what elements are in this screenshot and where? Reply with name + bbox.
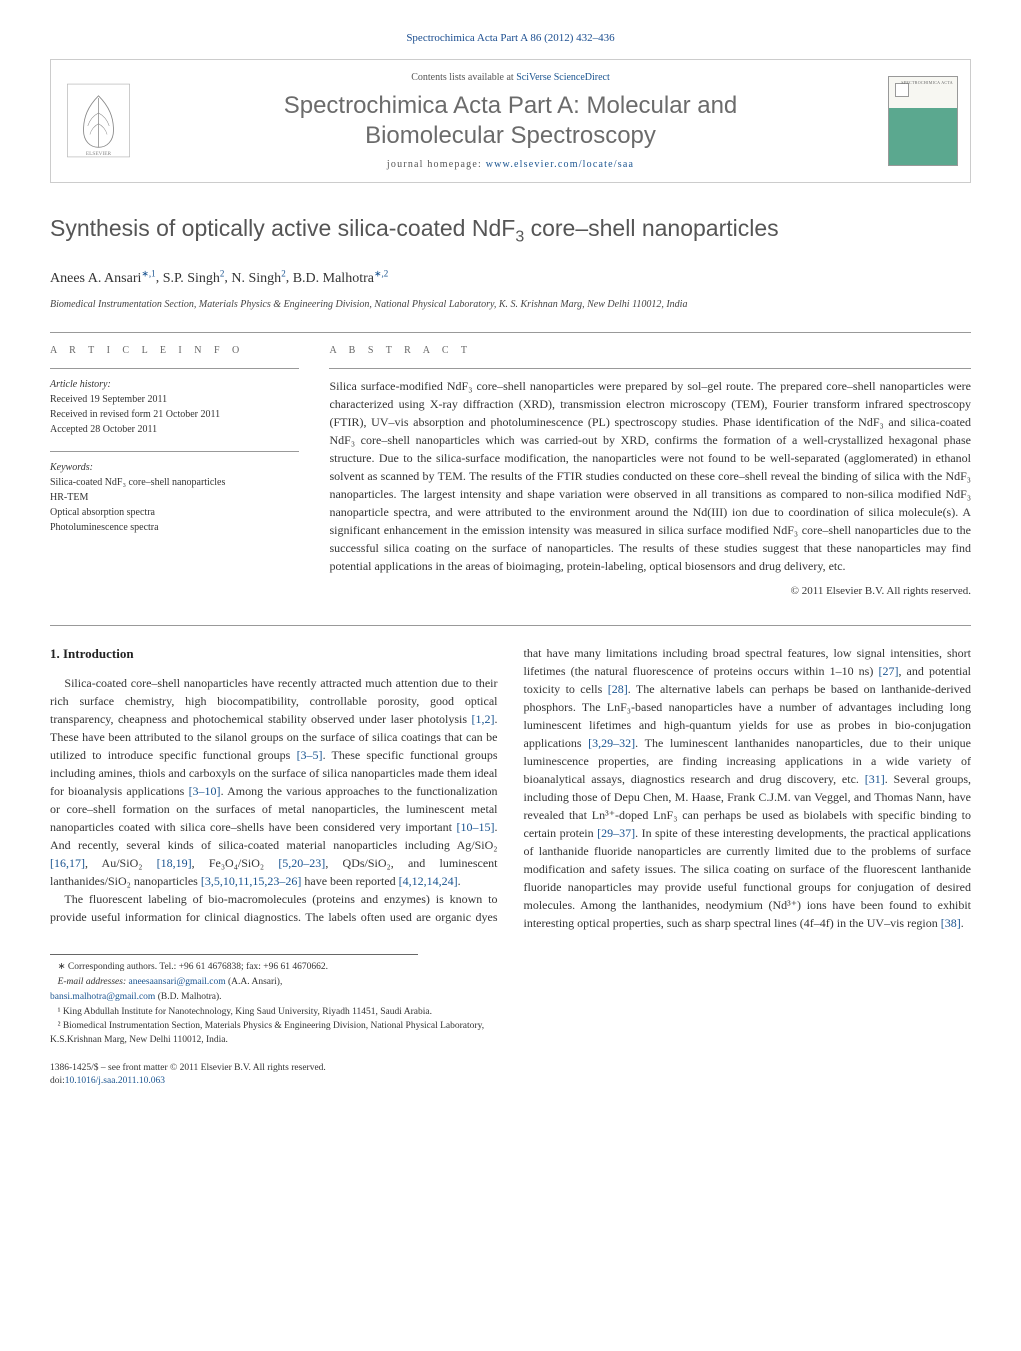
article-title: Synthesis of optically active silica-coa… [50, 211, 971, 250]
svg-text:ELSEVIER: ELSEVIER [85, 151, 111, 157]
abstract-copyright: © 2011 Elsevier B.V. All rights reserved… [329, 583, 971, 600]
running-head-citation: Spectrochimica Acta Part A 86 (2012) 432… [50, 30, 971, 47]
article-body: 1. Introduction Silica-coated core–shell… [50, 644, 971, 932]
corresponding-author-note: ∗ Corresponding authors. Tel.: +96 61 46… [50, 961, 492, 975]
citation-link[interactable]: [4,12,14,24] [399, 874, 458, 888]
affiliation: Biomedical Instrumentation Section, Mate… [50, 297, 971, 312]
rule-below-abstract [50, 625, 971, 626]
citation-link[interactable]: [10–15] [457, 820, 495, 834]
article-info-head: A R T I C L E I N F O [50, 343, 299, 358]
citation-link[interactable]: [28] [608, 682, 628, 696]
email-line: E-mail addresses: aneesaansari@gmail.com… [50, 976, 492, 990]
email-link[interactable]: aneesaansari@gmail.com [128, 977, 225, 987]
history-line: Accepted 28 October 2011 [50, 422, 299, 437]
cover-thumb-label: SPECTROCHIMICA ACTA [901, 81, 953, 85]
history-head: Article history: [50, 377, 299, 392]
citation-link[interactable]: [31] [865, 772, 885, 786]
doi-link[interactable]: 10.1016/j.saa.2011.10.063 [65, 1076, 165, 1086]
keywords-head: Keywords: [50, 460, 299, 475]
article-info-col: A R T I C L E I N F O Article history: R… [50, 343, 299, 608]
sciencedirect-link[interactable]: SciVerse ScienceDirect [516, 72, 610, 83]
rule-above-abstract [50, 332, 971, 333]
author: S.P. Singh2 [163, 271, 225, 286]
journal-header-box: ELSEVIER Contents lists available at Sci… [50, 59, 971, 183]
citation-link[interactable]: [18,19] [157, 856, 192, 870]
keyword: Optical absorption spectra [50, 505, 299, 520]
title-pre: Synthesis of optically active silica-coa… [50, 215, 515, 241]
author-list: Anees A. Ansari∗,1, S.P. Singh2, N. Sing… [50, 267, 971, 289]
keywords-block: Keywords: Silica-coated NdF₃ core–shell … [50, 460, 299, 535]
email-link[interactable]: bansi.malhotra@gmail.com [50, 992, 155, 1002]
citation-link[interactable]: [3–5] [297, 748, 323, 762]
title-post: core–shell nanoparticles [524, 215, 778, 241]
citation-link[interactable]: [38] [941, 916, 961, 930]
abstract-col: A B S T R A C T Silica surface-modified … [329, 343, 971, 608]
abstract-text: Silica surface-modified NdF₃ core–shell … [329, 377, 971, 575]
contents-pre: Contents lists available at [411, 72, 516, 83]
journal-title-l2: Biomolecular Spectroscopy [365, 122, 656, 149]
meta-abstract-row: A R T I C L E I N F O Article history: R… [50, 343, 971, 608]
footnote-rule [50, 954, 418, 955]
article-history: Article history: Received 19 September 2… [50, 377, 299, 437]
abstract-head: A B S T R A C T [329, 343, 971, 358]
citation-link[interactable]: [27] [878, 664, 898, 678]
contents-available-line: Contents lists available at SciVerse Sci… [148, 70, 873, 85]
header-center: Contents lists available at SciVerse Sci… [148, 70, 873, 172]
citation-link[interactable]: [1,2] [472, 712, 495, 726]
keyword: Silica-coated NdF₃ core–shell nanopartic… [50, 475, 299, 490]
footer-meta: 1386-1425/$ – see front matter © 2011 El… [50, 1062, 971, 1089]
front-matter-line: 1386-1425/$ – see front matter © 2011 El… [50, 1062, 971, 1075]
author: N. Singh2 [231, 271, 285, 286]
citation-link[interactable]: [3–10] [189, 784, 221, 798]
journal-cover-thumbnail: SPECTROCHIMICA ACTA [888, 76, 958, 166]
citation-link[interactable]: [29–37] [597, 826, 635, 840]
citation-link[interactable]: [3,5,10,11,15,23–26] [201, 874, 302, 888]
author: Anees A. Ansari∗,1 [50, 271, 156, 286]
homepage-link[interactable]: www.elsevier.com/locate/saa [486, 159, 634, 170]
affil-footnote-1: ¹ King Abdullah Institute for Nanotechno… [50, 1006, 492, 1020]
doi-line: doi:10.1016/j.saa.2011.10.063 [50, 1075, 971, 1088]
email-line-2: bansi.malhotra@gmail.com (B.D. Malhotra)… [50, 991, 492, 1005]
citation-link[interactable]: [5,20–23] [278, 856, 325, 870]
citation-link[interactable]: [16,17] [50, 856, 85, 870]
journal-title: Spectrochimica Acta Part A: Molecular an… [148, 91, 873, 151]
journal-title-l1: Spectrochimica Acta Part A: Molecular an… [284, 92, 738, 119]
history-line: Received in revised form 21 October 2011 [50, 407, 299, 422]
elsevier-tree-logo: ELSEVIER [63, 81, 133, 161]
keyword: HR-TEM [50, 490, 299, 505]
footnotes: ∗ Corresponding authors. Tel.: +96 61 46… [50, 961, 492, 1048]
title-sub: 3 [515, 228, 524, 245]
citation-link[interactable]: Spectrochimica Acta Part A 86 (2012) 432… [406, 32, 614, 44]
history-line: Received 19 September 2011 [50, 392, 299, 407]
homepage-label: journal homepage: [387, 159, 486, 170]
keyword: Photoluminescence spectra [50, 520, 299, 535]
affil-footnote-2: ² Biomedical Instrumentation Section, Ma… [50, 1020, 492, 1048]
section-heading-intro: 1. Introduction [50, 644, 498, 664]
journal-homepage-line: journal homepage: www.elsevier.com/locat… [148, 157, 873, 172]
intro-para-1: Silica-coated core–shell nanoparticles h… [50, 674, 498, 890]
author: B.D. Malhotra∗,2 [293, 271, 389, 286]
citation-link[interactable]: [3,29–32] [588, 736, 635, 750]
